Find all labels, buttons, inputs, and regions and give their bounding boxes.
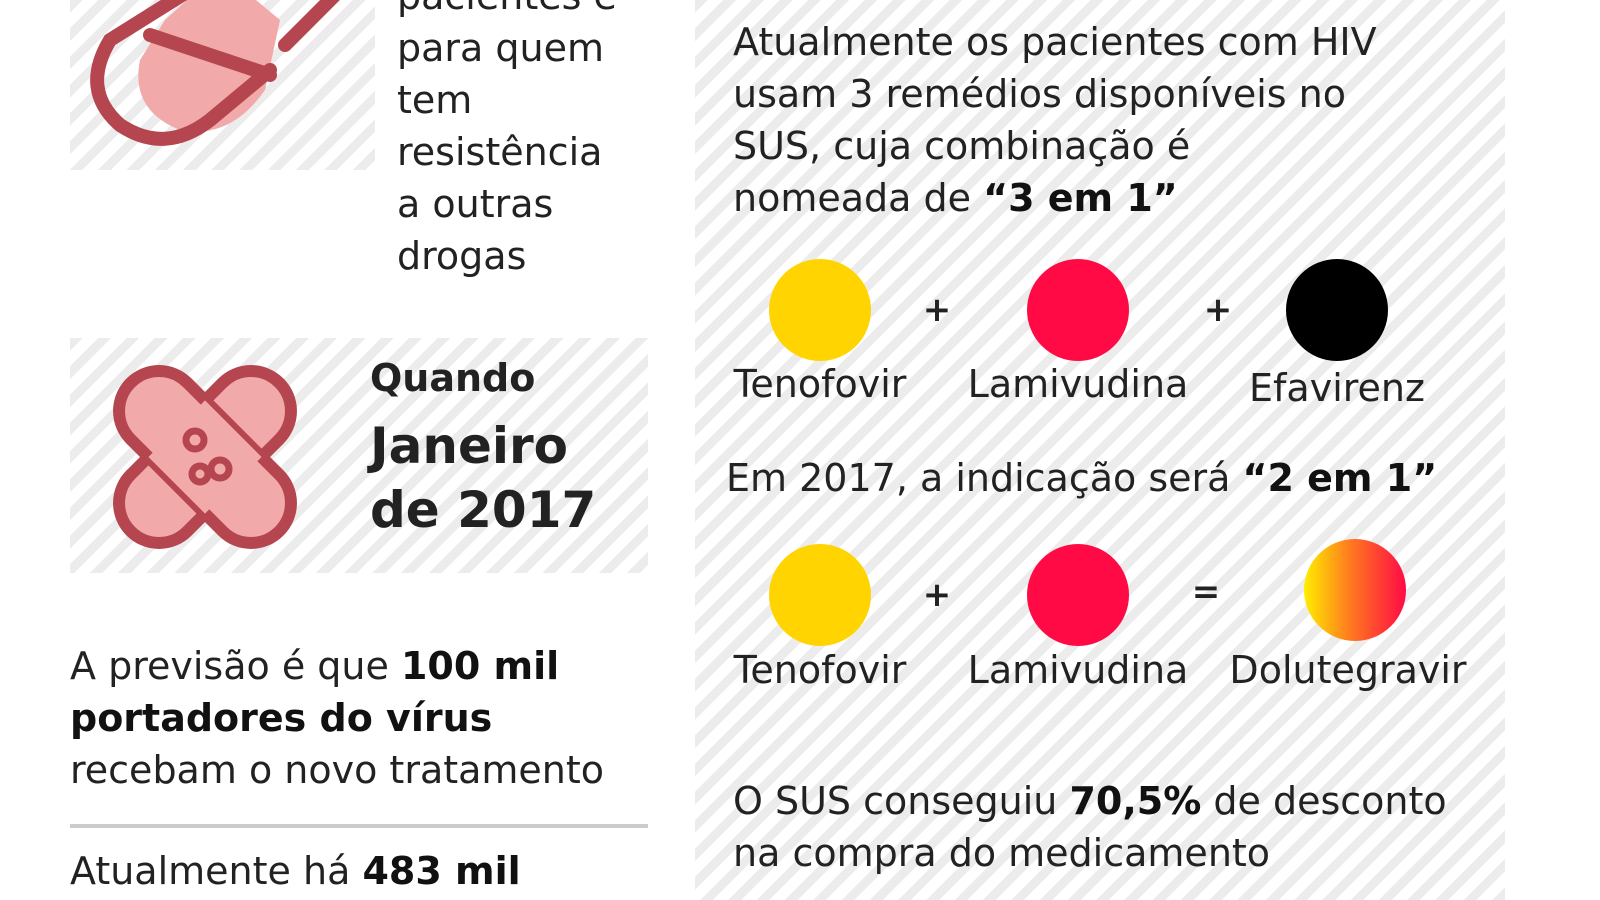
- right-panel: [695, 0, 1505, 900]
- current: Atualmente há 483 mil: [70, 845, 521, 897]
- text: Atualmente há: [70, 849, 363, 893]
- highlight: 70,5%: [1069, 779, 1202, 823]
- forecast: A previsão é que 100 mil portadores do v…: [70, 640, 604, 796]
- drug-label: Dolutegravir: [1229, 648, 1467, 692]
- highlight: 100 mil: [400, 644, 560, 688]
- operator: +: [922, 290, 952, 330]
- drug-circle: [1027, 544, 1129, 646]
- text-line: para quem: [397, 26, 604, 70]
- text: A previsão é que: [70, 644, 401, 688]
- current-treatment: Atualmente os pacientes com HIV usam 3 r…: [733, 16, 1377, 224]
- text: de desconto: [1201, 779, 1447, 823]
- when-date: Janeiro de 2017: [370, 414, 596, 542]
- text-line: tem: [397, 78, 473, 122]
- operator: +: [1203, 290, 1233, 330]
- discount: O SUS conseguiu 70,5% de desconto na com…: [733, 775, 1447, 879]
- operator: +: [922, 575, 952, 615]
- text-line: usam 3 remédios disponíveis no: [733, 72, 1347, 116]
- text-line: a outras: [397, 182, 554, 226]
- drug-label: Lamivudina: [967, 362, 1189, 406]
- text-line: drogas: [397, 234, 527, 278]
- text-line: SUS, cuja combinação é: [733, 124, 1191, 168]
- drug-label: Tenofovir: [733, 648, 907, 692]
- text-line: resistência: [397, 130, 603, 174]
- highlight: “2 em 1”: [1242, 456, 1438, 500]
- date-line: de 2017: [370, 481, 597, 539]
- when-label: Quando: [370, 356, 536, 400]
- drug-circle: [1304, 539, 1406, 641]
- drug-circle: [769, 259, 871, 361]
- date-line: Janeiro: [370, 417, 568, 475]
- text: Em 2017, a indicação será: [726, 456, 1243, 500]
- drug-label: Efavirenz: [1249, 366, 1425, 410]
- highlight: portadores do vírus: [70, 696, 493, 740]
- new-treatment: Em 2017, a indicação será “2 em 1”: [726, 452, 1437, 504]
- operator: =: [1191, 572, 1221, 612]
- text-line: na compra do medicamento: [733, 831, 1271, 875]
- intro-text: pacientes e para quem tem resistência a …: [397, 0, 617, 282]
- text: O SUS conseguiu: [733, 779, 1070, 823]
- highlight: “3 em 1”: [983, 176, 1178, 220]
- text-line: pacientes e: [397, 0, 617, 22]
- text: nomeada de: [733, 176, 984, 220]
- drug-label: Lamivudina: [967, 648, 1189, 692]
- drug-label: Tenofovir: [733, 362, 907, 406]
- divider: [70, 824, 648, 828]
- drug-circle: [1286, 259, 1388, 361]
- pill-icon: [90, 0, 340, 146]
- text: recebam o novo tratamento: [70, 748, 605, 792]
- drug-circle: [1027, 259, 1129, 361]
- highlight: 483 mil: [362, 849, 521, 893]
- bandage-icon: [113, 365, 297, 549]
- drug-circle: [769, 544, 871, 646]
- text-line: Atualmente os pacientes com HIV: [733, 20, 1377, 64]
